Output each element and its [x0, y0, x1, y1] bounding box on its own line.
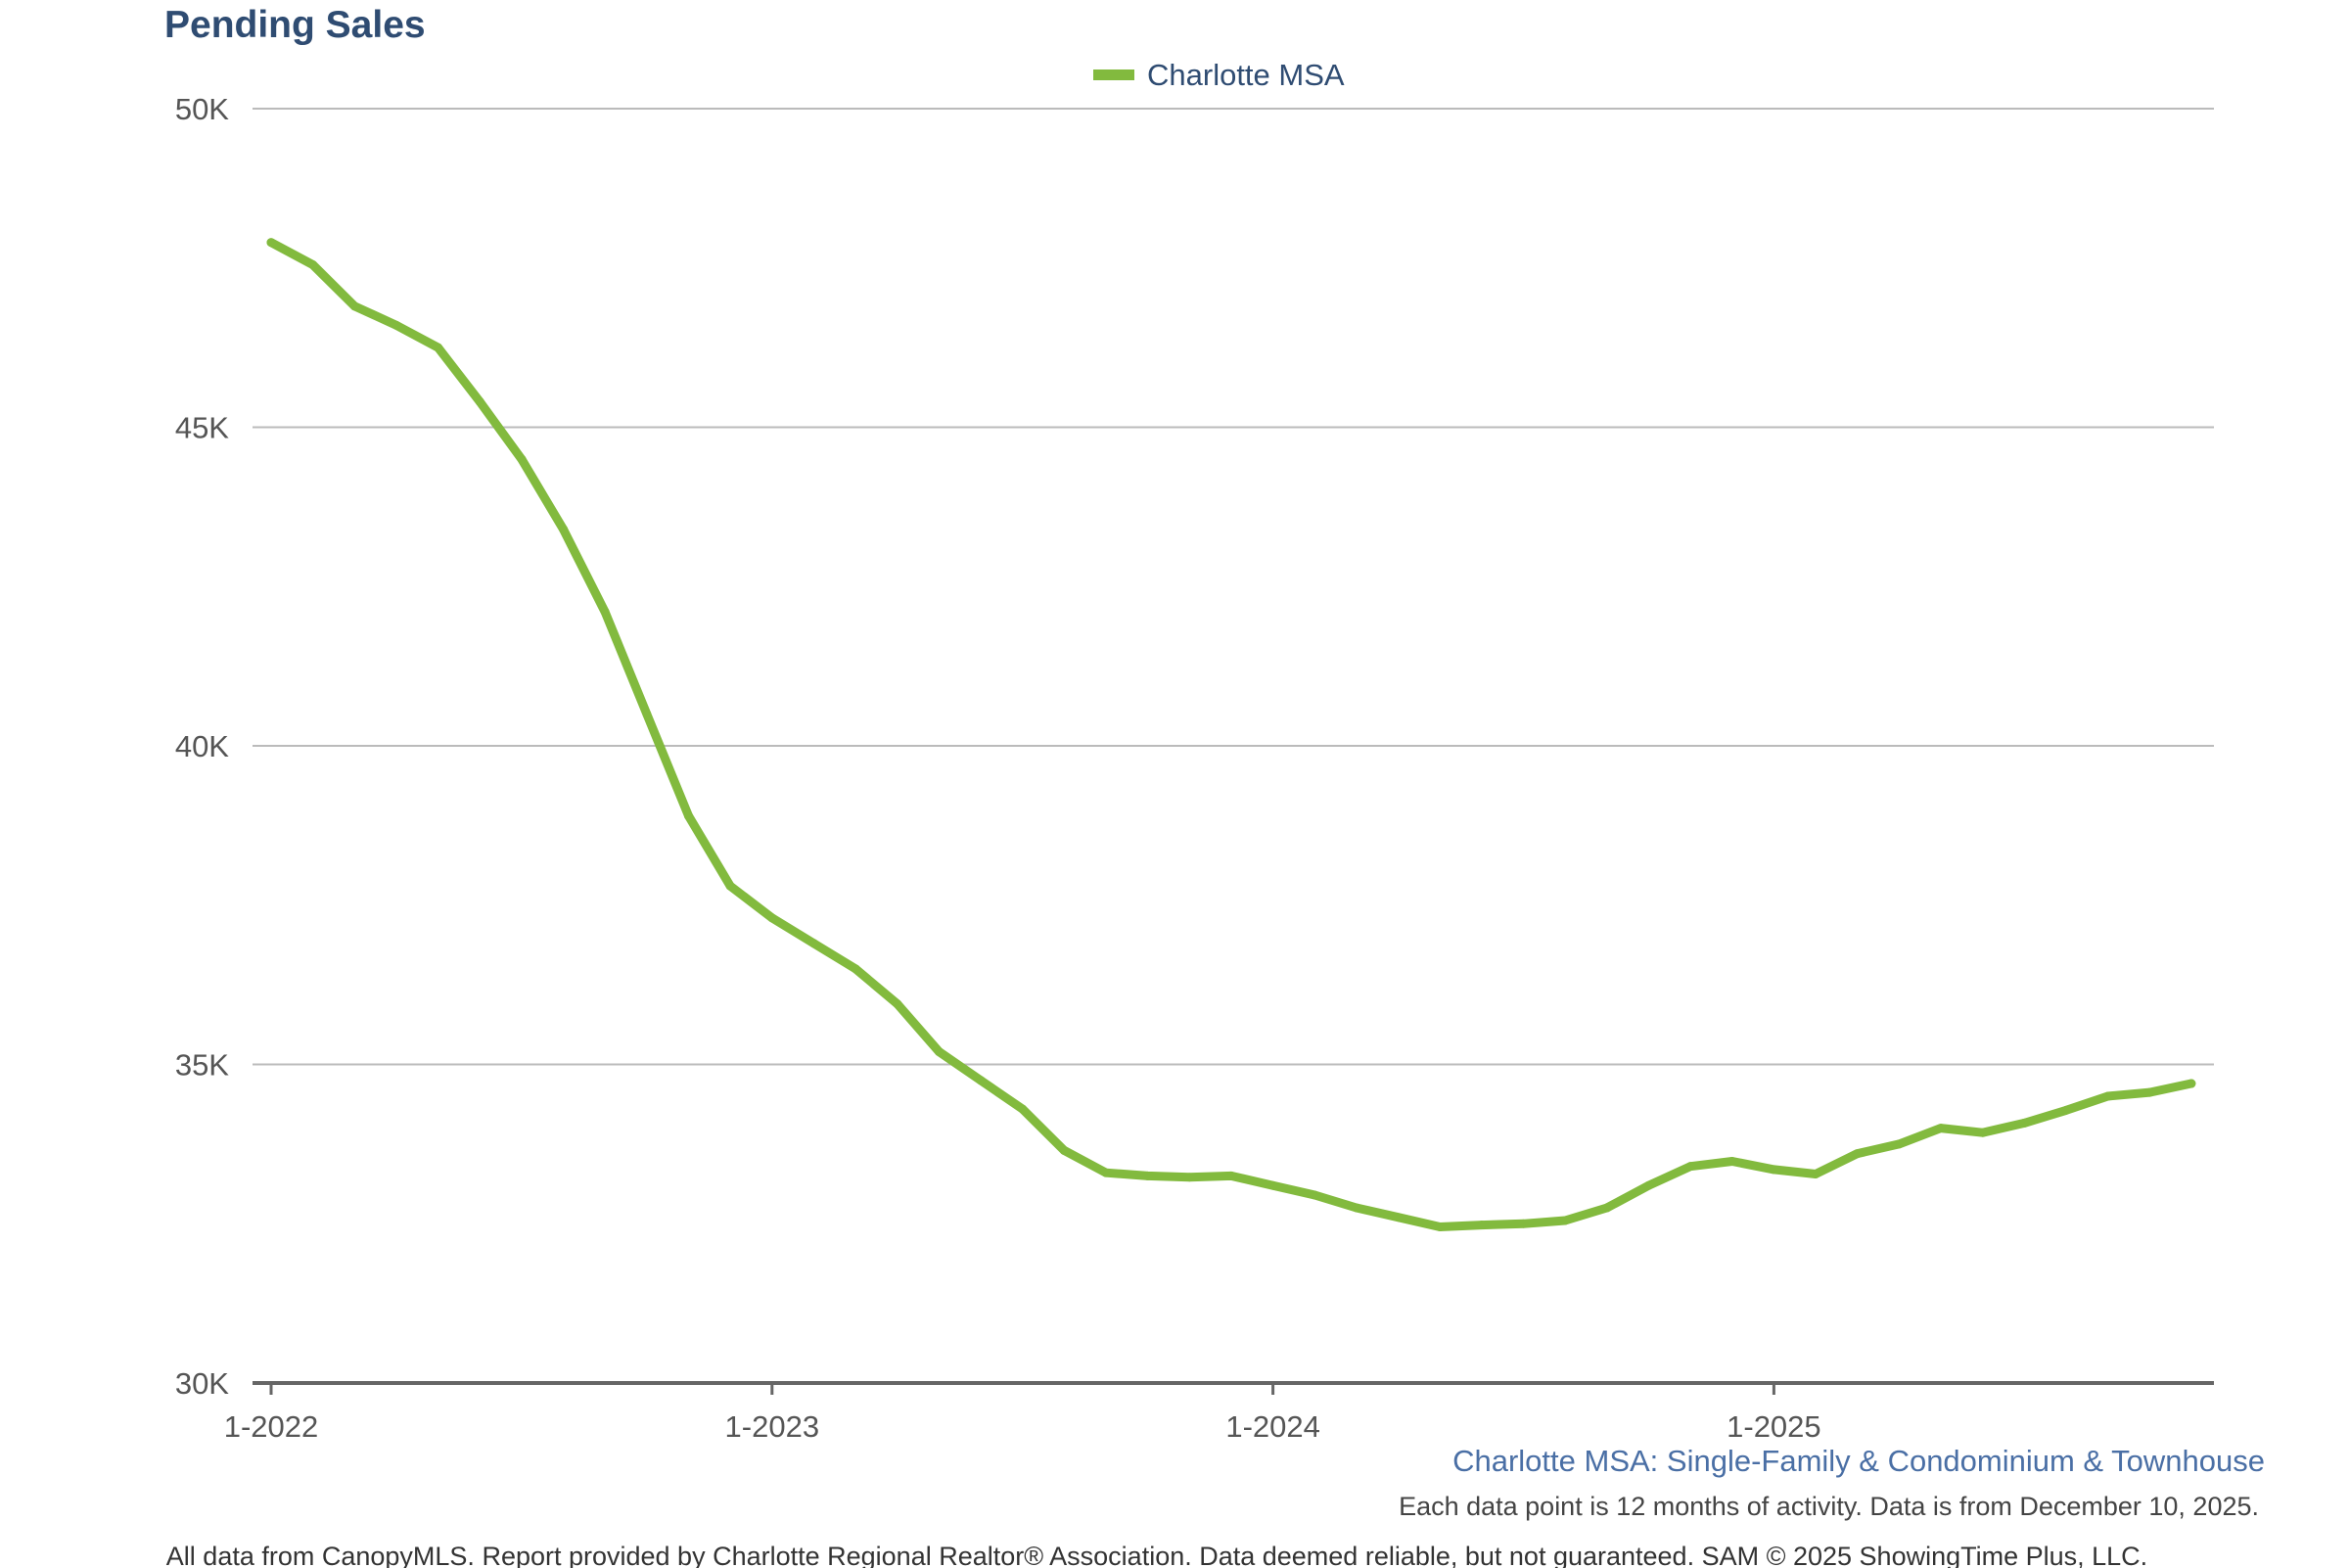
- data-point[interactable]: [349, 301, 359, 311]
- data-point[interactable]: [1560, 1216, 1570, 1225]
- data-point[interactable]: [976, 1076, 986, 1085]
- data-point[interactable]: [767, 913, 777, 923]
- data-point[interactable]: [1936, 1124, 1946, 1133]
- data-point[interactable]: [1477, 1221, 1487, 1230]
- data-point[interactable]: [1352, 1203, 1361, 1213]
- data-point[interactable]: [1769, 1165, 1778, 1175]
- data-point[interactable]: [1226, 1171, 1236, 1180]
- data-point[interactable]: [642, 709, 652, 718]
- data-point[interactable]: [1685, 1162, 1695, 1172]
- data-note: Each data point is 12 months of activity…: [1399, 1492, 2259, 1521]
- data-point[interactable]: [1978, 1128, 1988, 1137]
- data-point[interactable]: [1018, 1104, 1028, 1114]
- data-point[interactable]: [893, 999, 902, 1009]
- data-point[interactable]: [392, 320, 401, 330]
- data-point[interactable]: [1519, 1219, 1528, 1228]
- data-point[interactable]: [1894, 1139, 1904, 1149]
- data-point[interactable]: [1310, 1190, 1319, 1200]
- x-tick-label: 1-2025: [1727, 1409, 1821, 1444]
- data-point[interactable]: [808, 939, 818, 948]
- legend-label: Charlotte MSA: [1147, 58, 1345, 92]
- data-point[interactable]: [1184, 1173, 1194, 1182]
- x-axis: 1-2022 1-2023 1-2024 1-2025: [224, 1381, 2214, 1444]
- y-tick-label: 45K: [175, 411, 229, 445]
- data-point[interactable]: [2187, 1079, 2196, 1088]
- x-tick-label: 1-2022: [224, 1409, 319, 1444]
- data-point[interactable]: [2061, 1105, 2071, 1115]
- data-point[interactable]: [1268, 1180, 1278, 1190]
- data-point[interactable]: [725, 881, 735, 891]
- data-point[interactable]: [1394, 1213, 1404, 1222]
- data-point[interactable]: [2144, 1087, 2154, 1097]
- data-point[interactable]: [1643, 1180, 1653, 1190]
- footer-text: All data from CanopyMLS. Report provided…: [166, 1542, 2147, 1568]
- y-axis-ticks: 30K 35K 40K 45K 50K: [175, 92, 229, 1401]
- data-point[interactable]: [434, 343, 443, 352]
- chart-subtitle: Charlotte MSA: Single-Family & Condomini…: [1452, 1444, 2265, 1478]
- data-point[interactable]: [1853, 1149, 1863, 1159]
- y-tick-label: 50K: [175, 92, 229, 126]
- data-point[interactable]: [1059, 1145, 1069, 1155]
- data-point[interactable]: [684, 811, 693, 821]
- data-point[interactable]: [1727, 1156, 1737, 1166]
- y-tick-label: 40K: [175, 729, 229, 763]
- data-point[interactable]: [1602, 1203, 1612, 1213]
- data-point[interactable]: [266, 238, 276, 248]
- x-tick-label: 1-2023: [725, 1409, 820, 1444]
- y-tick-label: 30K: [175, 1366, 229, 1401]
- data-point[interactable]: [475, 396, 484, 406]
- data-point[interactable]: [851, 964, 860, 974]
- series-layer: [266, 238, 2196, 1232]
- data-point[interactable]: [517, 454, 527, 464]
- y-tick-label: 35K: [175, 1048, 229, 1083]
- data-point[interactable]: [1811, 1169, 1820, 1178]
- data-point[interactable]: [1101, 1168, 1111, 1177]
- series-line-charlotte-msa: [266, 238, 2196, 1231]
- data-point[interactable]: [2019, 1118, 2029, 1128]
- gridlines: [253, 108, 2214, 1066]
- data-point[interactable]: [600, 607, 610, 617]
- data-point[interactable]: [934, 1046, 944, 1056]
- data-point[interactable]: [559, 525, 569, 534]
- x-tick-label: 1-2024: [1225, 1409, 1320, 1444]
- legend-swatch: [1093, 69, 1134, 80]
- data-point[interactable]: [308, 259, 318, 269]
- chart-title: Pending Sales: [164, 4, 426, 46]
- data-point[interactable]: [2103, 1091, 2113, 1101]
- legend[interactable]: Charlotte MSA: [1093, 58, 1345, 92]
- data-point[interactable]: [1143, 1171, 1153, 1180]
- data-point[interactable]: [1435, 1222, 1445, 1232]
